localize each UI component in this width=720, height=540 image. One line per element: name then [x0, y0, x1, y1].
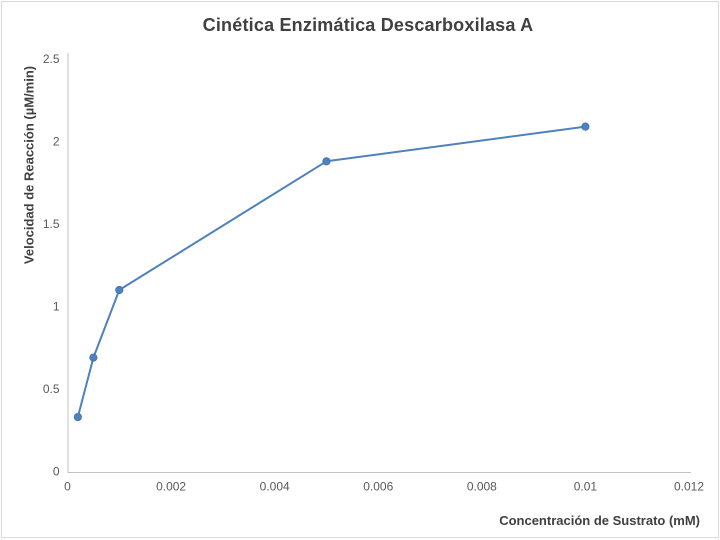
data-point-marker — [73, 412, 82, 422]
x-tick-label: 0 — [64, 480, 71, 494]
y-tick-label: 2 — [53, 135, 60, 149]
x-tick-label: 0.002 — [156, 480, 186, 494]
x-tick-label: 0.01 — [574, 480, 598, 494]
series-line — [76, 125, 587, 419]
data-point-marker — [89, 353, 98, 362]
x-tick-label: 0.006 — [363, 480, 393, 494]
data-point-marker — [581, 122, 590, 131]
y-tick-label: 2.5 — [43, 52, 60, 66]
chart-title: Cinética Enzimática Descarboxilasa A — [202, 15, 534, 35]
data-point-marker — [115, 285, 124, 295]
x-tick-label: 0.012 — [674, 480, 704, 494]
data-point-marker — [322, 157, 331, 166]
y-tick-label: 1 — [53, 300, 60, 314]
y-tick-label: 1.5 — [43, 217, 60, 231]
y-tick-label: 0.5 — [43, 382, 60, 396]
y-tick-label: 0 — [53, 465, 60, 479]
x-tick-label: 0.004 — [260, 480, 290, 494]
x-axis-title: Concentración de Sustrato (mM) — [499, 513, 700, 528]
x-tick-label: 0.008 — [467, 480, 497, 494]
